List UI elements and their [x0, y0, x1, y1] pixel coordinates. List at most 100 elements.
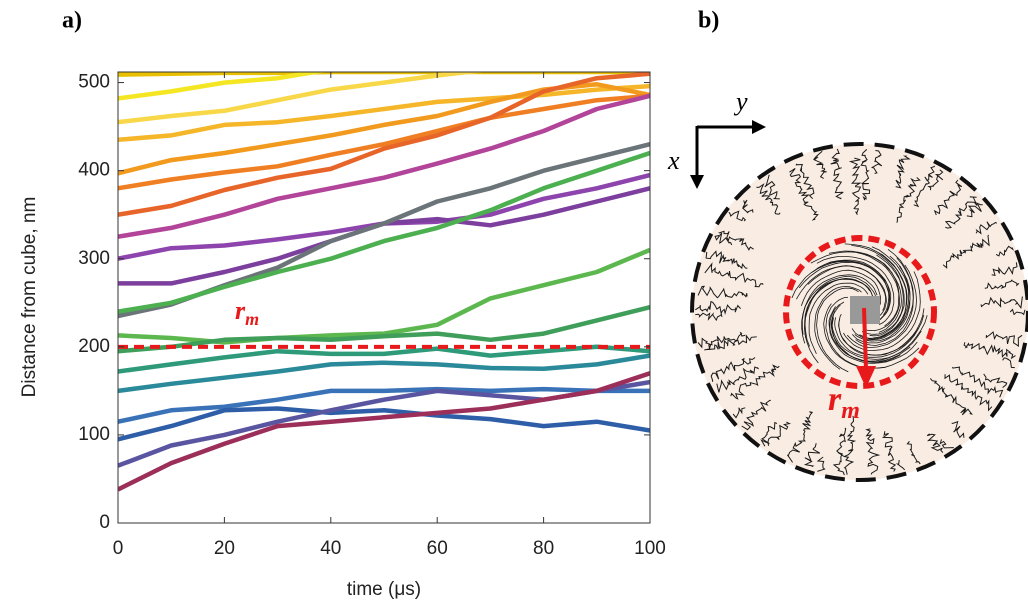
walk: [895, 155, 911, 189]
walk: [861, 254, 904, 335]
walk: [984, 279, 1020, 290]
x-tick-label: 0: [113, 538, 124, 559]
walk: [816, 255, 895, 325]
walk: [870, 150, 883, 174]
trajectory-line: [118, 386, 650, 424]
trajectory-line: [118, 150, 650, 314]
walk: [807, 265, 887, 317]
trajectory-line: [118, 72, 329, 101]
walk: [926, 433, 944, 453]
y-tick-label: 300: [78, 248, 110, 269]
y-tick-label: 200: [78, 336, 110, 357]
walk: [816, 287, 859, 373]
trajectory-line: [118, 353, 650, 394]
axis-name: y: [733, 87, 748, 116]
trajectory-line: [118, 305, 650, 354]
walk: [808, 282, 869, 354]
radius-arrow: [862, 307, 868, 371]
x-tick-label: 20: [214, 538, 235, 559]
walk: [742, 199, 754, 214]
walk: [857, 251, 901, 332]
x-tick-label: 100: [634, 538, 666, 559]
walk: [716, 366, 760, 393]
walk: [991, 262, 1018, 277]
walk: [861, 246, 910, 340]
walk: [830, 304, 911, 363]
walk: [927, 169, 944, 191]
walk: [704, 334, 757, 351]
trajectory-line: [118, 83, 650, 143]
arrow-head: [752, 120, 766, 134]
walk: [756, 183, 781, 215]
walk: [798, 261, 890, 315]
x-tick-label: 60: [427, 538, 448, 559]
walk: [929, 378, 973, 416]
y-tick-label: 100: [78, 424, 110, 445]
y-tick-label: 500: [78, 72, 110, 93]
walk: [695, 300, 741, 316]
walk: [830, 148, 844, 200]
walk: [848, 157, 862, 215]
walk: [829, 301, 901, 363]
walk: [816, 456, 826, 472]
trajectory-line: [118, 344, 650, 374]
trajectory-line: [118, 93, 650, 191]
walk: [854, 255, 911, 342]
walk: [895, 459, 906, 471]
walk: [817, 259, 891, 323]
walk: [881, 431, 897, 472]
walk: [842, 415, 857, 475]
axis-name: x: [667, 146, 680, 175]
walk: [966, 202, 983, 218]
plot-area: [118, 72, 650, 492]
walk: [906, 440, 921, 465]
trajectory-line: [118, 371, 650, 492]
trajectory-line: [118, 72, 650, 217]
walk: [803, 443, 821, 468]
walk: [980, 296, 1023, 309]
walk: [813, 150, 827, 179]
plot-frame: [117, 71, 651, 524]
walk: [847, 264, 917, 348]
walk: [710, 357, 756, 382]
walk: [697, 331, 746, 349]
diagram: y x rm: [667, 87, 1028, 482]
trajectory-line: [118, 406, 650, 442]
walk: [697, 285, 748, 299]
walk: [764, 174, 780, 200]
trajectory-line: [118, 142, 650, 319]
trajectory-line: [118, 172, 650, 261]
walk: [730, 364, 780, 400]
x-axis-label: time (μs): [347, 579, 421, 600]
x-tick-label: 80: [533, 538, 554, 559]
walk: [995, 245, 1015, 257]
arrow-head: [856, 366, 876, 388]
walk: [851, 245, 905, 337]
walk: [741, 399, 771, 431]
y-tick-label: 0: [99, 512, 110, 533]
walk: [828, 306, 918, 364]
walk: [760, 421, 778, 447]
radius-subscript: m: [841, 398, 860, 424]
walk: [952, 366, 1004, 398]
walk: [944, 374, 993, 412]
capture-circle: [783, 235, 937, 389]
arrow-head: [690, 175, 704, 189]
y-tick-label: 400: [78, 160, 110, 181]
walk: [944, 196, 978, 229]
walk: [732, 407, 746, 419]
walk: [810, 251, 900, 327]
trajectory-line: [118, 72, 488, 125]
walk: [832, 427, 847, 476]
walk: [800, 269, 881, 310]
walk: [718, 230, 754, 251]
walk: [1009, 308, 1026, 316]
walk: [896, 177, 921, 223]
walk: [823, 303, 920, 369]
panel-label: b): [698, 8, 719, 34]
walk: [951, 420, 965, 439]
walk: [704, 262, 764, 288]
trajectories: [695, 148, 1026, 476]
y-axis-label: Distance from cube, nm: [19, 197, 40, 398]
